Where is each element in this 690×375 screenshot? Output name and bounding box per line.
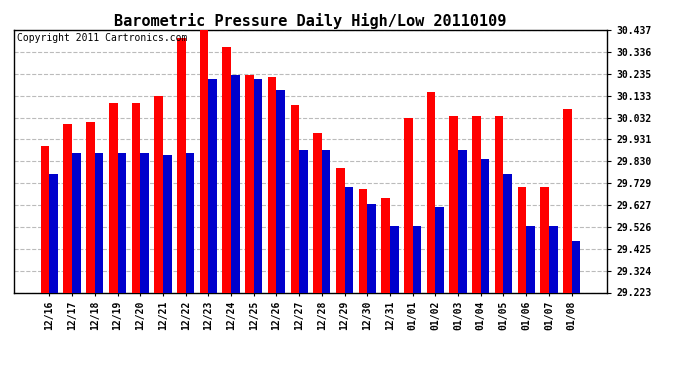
Bar: [186, 153, 195, 292]
Bar: [382, 198, 390, 292]
Bar: [549, 226, 558, 292]
Bar: [140, 153, 149, 292]
Bar: [367, 204, 376, 292]
Bar: [245, 75, 254, 292]
Text: Copyright 2011 Cartronics.com: Copyright 2011 Cartronics.com: [17, 33, 187, 43]
Bar: [390, 226, 399, 292]
Bar: [426, 92, 435, 292]
Bar: [254, 79, 262, 292]
Bar: [177, 38, 186, 292]
Bar: [495, 116, 504, 292]
Bar: [413, 226, 422, 292]
Bar: [526, 226, 535, 292]
Bar: [458, 150, 466, 292]
Bar: [563, 110, 571, 292]
Bar: [222, 46, 231, 292]
Bar: [208, 79, 217, 292]
Bar: [344, 187, 353, 292]
Bar: [41, 146, 50, 292]
Title: Barometric Pressure Daily High/Low 20110109: Barometric Pressure Daily High/Low 20110…: [115, 13, 506, 29]
Bar: [299, 150, 308, 292]
Bar: [72, 153, 81, 292]
Bar: [481, 159, 489, 292]
Bar: [95, 153, 103, 292]
Bar: [504, 174, 512, 292]
Bar: [571, 241, 580, 292]
Bar: [359, 189, 367, 292]
Bar: [231, 75, 239, 292]
Bar: [540, 187, 549, 292]
Bar: [290, 105, 299, 292]
Bar: [472, 116, 481, 292]
Bar: [336, 168, 344, 292]
Bar: [199, 29, 208, 292]
Bar: [50, 174, 58, 292]
Bar: [117, 153, 126, 292]
Bar: [268, 77, 277, 292]
Bar: [518, 187, 526, 292]
Bar: [155, 96, 163, 292]
Bar: [322, 150, 331, 292]
Bar: [132, 103, 140, 292]
Bar: [449, 116, 458, 292]
Bar: [435, 207, 444, 292]
Bar: [163, 155, 172, 292]
Bar: [313, 133, 322, 292]
Bar: [86, 122, 95, 292]
Bar: [63, 124, 72, 292]
Bar: [109, 103, 117, 292]
Bar: [277, 90, 285, 292]
Bar: [404, 118, 413, 292]
